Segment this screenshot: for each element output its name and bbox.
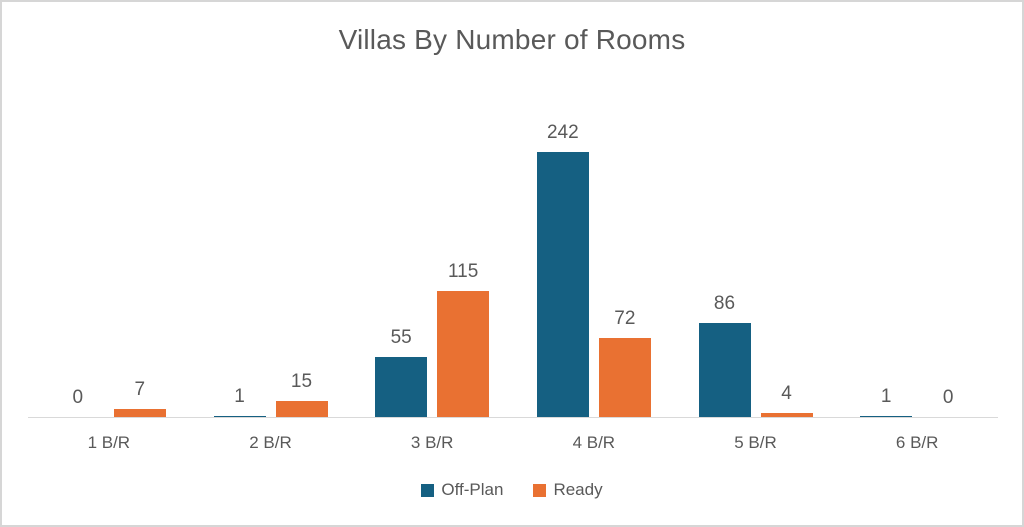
bar-ready-4-b-r: [598, 338, 651, 417]
data-label-off-plan-1-b-r: 0: [72, 387, 84, 408]
bar-off-plan-4-b-r: [536, 152, 589, 417]
legend-label-ready: Ready: [553, 480, 603, 499]
legend-item-off-plan: Off-Plan: [421, 480, 503, 500]
bar-ready-5-b-r: [760, 413, 813, 417]
x-axis-line: [28, 417, 998, 418]
x-axis-label-3-b-r: 3 B/R: [410, 433, 454, 452]
bar-off-plan-6-b-r: [860, 416, 913, 417]
legend-swatch-ready: [533, 483, 547, 497]
x-axis-label-4-b-r: 4 B/R: [572, 433, 616, 452]
legend-item-ready: Ready: [533, 480, 603, 500]
data-label-ready-1-b-r: 7: [134, 379, 146, 400]
x-axis-label-1-b-r: 1 B/R: [87, 433, 131, 452]
bar-off-plan-2-b-r: [213, 416, 266, 417]
data-label-ready-2-b-r: 15: [290, 371, 313, 392]
bar-off-plan-3-b-r: [375, 357, 428, 417]
data-label-off-plan-5-b-r: 86: [713, 293, 736, 314]
x-axis-label-2-b-r: 2 B/R: [249, 433, 292, 452]
x-axis-label-6-b-r: 6 B/R: [895, 433, 939, 452]
data-label-ready-3-b-r: 115: [448, 261, 479, 282]
data-label-ready-4-b-r: 72: [614, 308, 636, 329]
bar-off-plan-5-b-r: [698, 323, 751, 417]
data-label-off-plan-6-b-r: 1: [880, 386, 892, 407]
bar-ready-3-b-r: [437, 291, 490, 417]
data-label-ready-6-b-r: 0: [942, 387, 954, 408]
legend: Off-Plan Ready: [2, 480, 1022, 500]
legend-swatch-off-plan: [421, 483, 435, 497]
data-label-off-plan-3-b-r: 55: [390, 327, 412, 348]
bar-ready-1-b-r: [113, 409, 166, 417]
legend-label-off-plan: Off-Plan: [441, 480, 504, 499]
data-label-ready-5-b-r: 4: [781, 383, 792, 404]
x-axis-label-5-b-r: 5 B/R: [734, 433, 777, 452]
bar-ready-2-b-r: [275, 401, 328, 417]
data-label-off-plan-4-b-r: 242: [546, 122, 579, 143]
data-label-off-plan-2-b-r: 1: [234, 386, 245, 407]
chart-title: Villas By Number of Rooms: [338, 24, 686, 55]
